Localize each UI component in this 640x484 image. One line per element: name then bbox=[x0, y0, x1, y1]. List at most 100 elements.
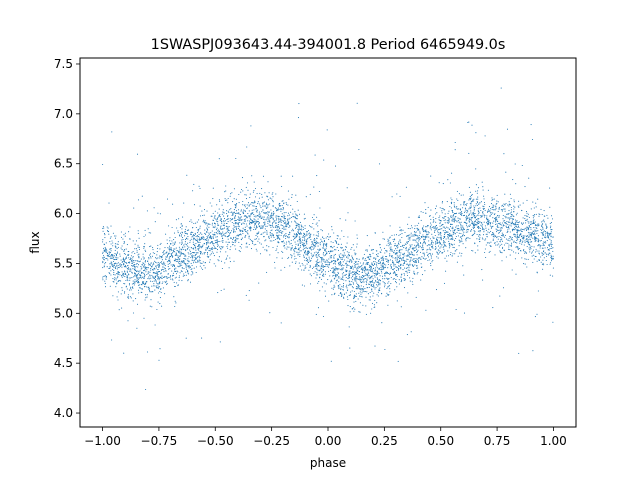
data-point bbox=[113, 270, 115, 272]
data-point bbox=[540, 261, 542, 263]
data-point bbox=[478, 235, 480, 237]
data-point bbox=[104, 246, 106, 248]
data-point bbox=[280, 220, 282, 222]
data-point bbox=[502, 214, 504, 217]
data-point bbox=[467, 210, 469, 212]
data-point bbox=[264, 219, 266, 221]
data-point bbox=[516, 229, 518, 231]
data-point bbox=[156, 258, 158, 260]
data-point bbox=[383, 282, 385, 284]
data-point bbox=[248, 243, 250, 246]
data-point bbox=[443, 250, 445, 252]
data-point bbox=[475, 215, 477, 217]
data-point bbox=[294, 246, 297, 248]
data-point bbox=[329, 281, 332, 283]
data-point bbox=[543, 264, 545, 266]
data-point bbox=[174, 277, 176, 279]
data-point bbox=[542, 220, 544, 222]
data-point bbox=[387, 240, 389, 242]
data-point bbox=[282, 209, 284, 211]
data-point bbox=[171, 270, 173, 272]
data-point bbox=[130, 287, 132, 289]
data-point bbox=[423, 242, 425, 244]
data-point bbox=[157, 264, 159, 266]
data-point bbox=[362, 258, 364, 260]
data-point bbox=[363, 266, 366, 268]
data-point bbox=[382, 278, 384, 280]
data-point bbox=[446, 201, 448, 203]
data-point bbox=[406, 254, 409, 256]
data-point bbox=[485, 233, 487, 235]
data-point bbox=[127, 254, 129, 257]
data-point bbox=[134, 269, 136, 271]
data-point bbox=[284, 247, 286, 249]
data-point bbox=[165, 256, 167, 258]
data-point bbox=[303, 245, 305, 247]
data-point bbox=[296, 218, 298, 220]
data-point bbox=[270, 216, 273, 218]
data-point bbox=[374, 262, 376, 265]
data-point bbox=[355, 295, 357, 298]
data-point bbox=[413, 247, 415, 249]
data-point bbox=[370, 271, 372, 273]
data-point bbox=[266, 217, 268, 219]
data-point bbox=[190, 233, 192, 235]
data-point bbox=[472, 199, 474, 201]
data-point bbox=[430, 224, 432, 226]
data-point bbox=[218, 260, 220, 262]
data-point bbox=[276, 209, 278, 211]
data-point bbox=[308, 250, 310, 252]
data-point bbox=[453, 202, 455, 204]
data-point bbox=[377, 255, 379, 257]
data-point bbox=[483, 208, 485, 210]
data-point bbox=[387, 242, 389, 244]
data-point bbox=[207, 256, 209, 258]
data-point bbox=[365, 280, 367, 282]
data-point bbox=[477, 245, 479, 247]
data-point bbox=[365, 260, 367, 262]
data-point bbox=[409, 236, 411, 238]
data-point bbox=[270, 214, 272, 216]
data-point bbox=[362, 257, 365, 259]
data-point bbox=[494, 209, 496, 211]
data-point bbox=[308, 232, 310, 234]
data-point bbox=[219, 200, 221, 202]
data-point bbox=[368, 258, 370, 260]
data-point bbox=[191, 259, 193, 261]
data-point bbox=[411, 244, 413, 246]
data-point bbox=[422, 248, 424, 251]
data-point bbox=[361, 296, 363, 298]
data-point bbox=[528, 247, 530, 249]
data-point bbox=[399, 230, 401, 232]
data-point bbox=[244, 220, 246, 222]
data-point bbox=[134, 243, 136, 245]
data-point bbox=[102, 252, 104, 254]
data-point bbox=[427, 259, 429, 262]
data-point bbox=[396, 249, 398, 252]
data-point bbox=[516, 237, 519, 239]
data-point bbox=[275, 225, 277, 227]
data-point bbox=[110, 236, 112, 238]
data-point bbox=[192, 239, 194, 241]
data-point bbox=[133, 260, 135, 262]
data-point bbox=[172, 250, 174, 252]
data-point bbox=[336, 235, 338, 237]
data-point bbox=[405, 243, 407, 245]
data-point bbox=[176, 227, 178, 229]
data-point bbox=[453, 218, 455, 221]
data-point bbox=[149, 271, 151, 273]
data-point bbox=[387, 263, 389, 266]
data-point bbox=[497, 201, 499, 203]
data-point bbox=[406, 242, 408, 244]
data-point bbox=[400, 267, 402, 269]
data-point bbox=[280, 234, 282, 236]
data-point bbox=[370, 256, 372, 258]
data-point bbox=[421, 228, 424, 230]
data-point bbox=[418, 234, 420, 236]
data-point bbox=[230, 207, 232, 210]
data-point bbox=[166, 254, 169, 256]
data-point bbox=[198, 185, 200, 187]
data-point bbox=[271, 240, 273, 242]
data-point bbox=[305, 252, 307, 254]
data-point bbox=[292, 208, 294, 210]
